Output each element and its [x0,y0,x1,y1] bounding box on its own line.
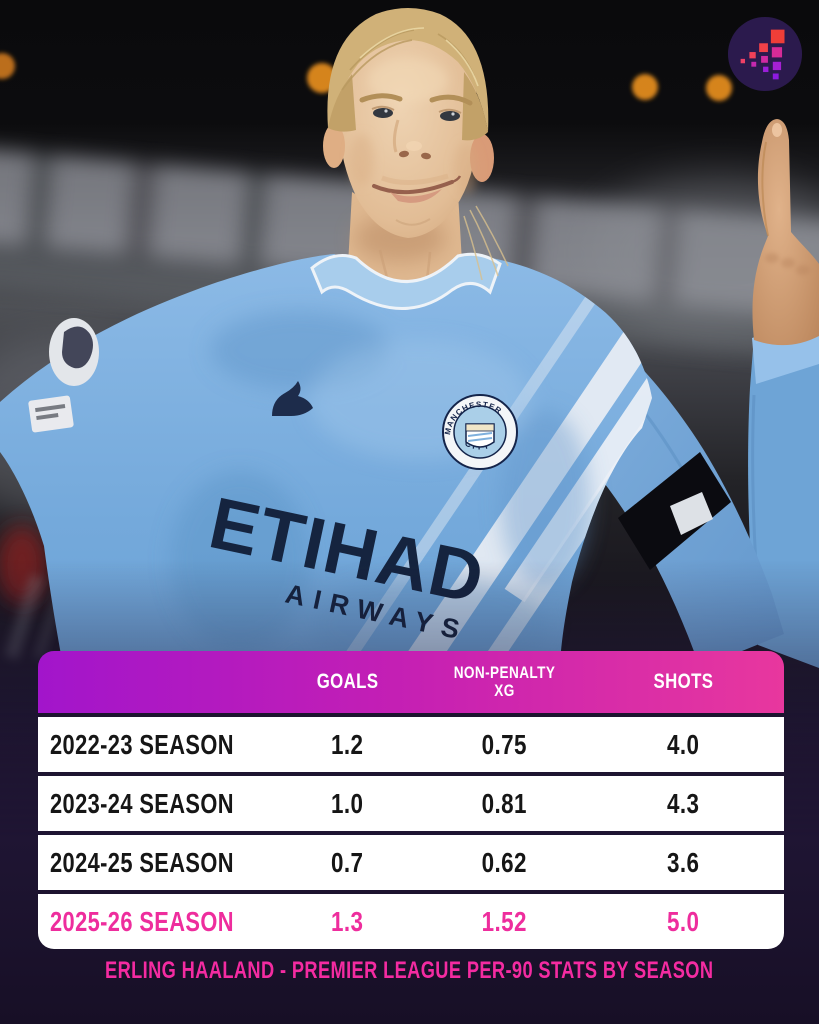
table-row: 2022-23 SEASON 1.2 0.75 4.0 [38,717,784,772]
column-header-npxg: NON-PENALTY XG [426,651,583,713]
nose [392,119,431,160]
season-label: 2024-25 SEASON [50,846,234,878]
caption-text: ERLING HAALAND - PREMIER LEAGUE PER-90 S… [105,957,714,984]
goals-value: 0.7 [331,846,364,878]
table-header: GOALS NON-PENALTY XG SHOTS [38,651,784,713]
stats-table: GOALS NON-PENALTY XG SHOTS 2022-23 SEASO… [38,651,784,949]
hair [327,8,509,281]
player-head [323,8,509,281]
mouth [372,173,462,226]
column-header-season [38,651,269,713]
npxg-header-label: NON-PENALTY XG [453,662,556,700]
npxg-value: 0.81 [481,787,527,819]
column-header-goals: GOALS [269,651,426,713]
goals-value: 1.2 [331,728,364,760]
column-header-shots: SHOTS [583,651,784,713]
collar [310,252,502,310]
brand-logo [726,15,804,93]
shots-header-label: SHOTS [653,670,714,693]
season-label: 2025-26 SEASON [50,905,234,937]
puma-logo [272,381,313,416]
eyes [371,105,462,121]
table-row: 2023-24 SEASON 1.0 0.81 4.3 [38,776,784,831]
sleeve-patch [28,395,74,433]
npxg-value: 1.52 [481,905,527,937]
npxg-value: 0.75 [481,728,527,760]
armband-patch [670,492,713,535]
club-badge: MANCHESTER CITY [442,394,518,470]
shots-value: 5.0 [667,905,700,937]
loose-hair-strands [463,205,509,281]
season-label: 2022-23 SEASON [50,728,234,760]
goals-value: 1.3 [331,905,364,937]
index-finger [752,119,819,346]
npxg-value: 0.62 [481,846,527,878]
goals-value: 1.0 [331,787,364,819]
left-ear [323,124,345,168]
shots-value: 3.6 [667,846,700,878]
shots-value: 4.0 [667,728,700,760]
table-row-highlighted: 2025-26 SEASON 1.3 1.52 5.0 [38,894,784,949]
goals-header-label: GOALS [316,670,379,693]
rising-squares-icon [727,16,803,92]
season-label: 2023-24 SEASON [50,787,234,819]
caption: ERLING HAALAND - PREMIER LEAGUE PER-90 S… [0,957,819,985]
eyebrows [359,93,473,106]
shots-value: 4.3 [667,787,700,819]
premier-league-patch [49,318,99,386]
table-row: 2024-25 SEASON 0.7 0.62 3.6 [38,835,784,890]
